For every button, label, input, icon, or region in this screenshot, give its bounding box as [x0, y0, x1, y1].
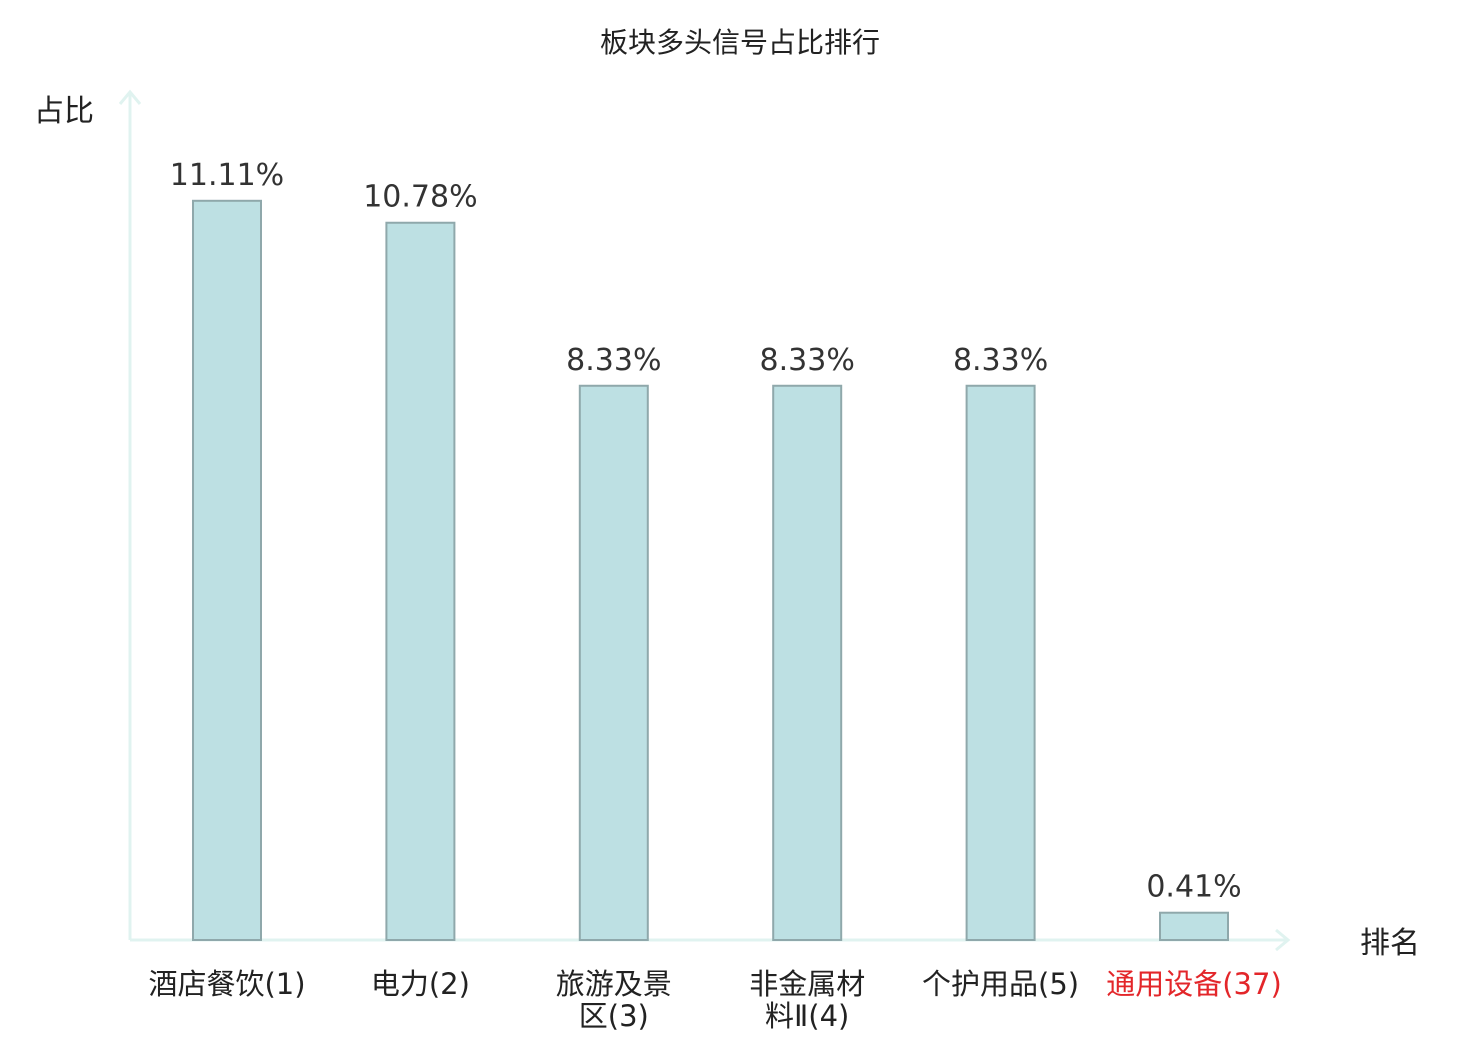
- tick-label-0: 酒店餐饮(1): [148, 967, 305, 1001]
- bar-2: [578, 384, 649, 942]
- tick-label-line: 料Ⅱ(4): [765, 999, 849, 1033]
- tick-label-line: 非金属材: [749, 967, 865, 1001]
- bar-4: [965, 384, 1036, 942]
- chart-title: 板块多头信号占比排行: [600, 26, 880, 59]
- tick-label-4: 个护用品(5): [922, 967, 1079, 1001]
- bar-3: [772, 384, 843, 942]
- y-axis-label: 占比: [34, 94, 94, 129]
- tick-label-line: 个护用品(5): [922, 967, 1079, 1001]
- tick-label-5: 通用设备(37): [1106, 967, 1282, 1001]
- value-labels-group: 11.11% 10.78% 8.33% 8.33% 8.33% 0.41%: [170, 158, 1242, 905]
- tick-label-line: 通用设备(37): [1106, 967, 1282, 1001]
- bar-5: [1159, 911, 1229, 941]
- tick-label-2: 旅游及景区(3): [556, 967, 672, 1033]
- value-label-4: 8.33%: [953, 343, 1048, 378]
- bar-0: [192, 199, 262, 942]
- tick-label-line: 旅游及景: [556, 967, 672, 1001]
- tick-label-3: 非金属材料Ⅱ(4): [749, 967, 865, 1033]
- bars-group: [192, 199, 1229, 942]
- value-label-2: 8.33%: [566, 343, 661, 378]
- value-label-5: 0.41%: [1146, 870, 1241, 905]
- bar-1: [385, 221, 456, 941]
- tick-labels-group: 酒店餐饮(1) 电力(2) 旅游及景区(3) 非金属材料Ⅱ(4) 个护用品(5) 通用设备…: [148, 967, 1281, 1033]
- tick-label-line: 区(3): [579, 999, 649, 1033]
- tick-label-line: 电力(2): [371, 967, 470, 1001]
- value-label-0: 11.11%: [170, 158, 284, 193]
- tick-label-line: 酒店餐饮(1): [148, 967, 305, 1001]
- tick-label-1: 电力(2): [371, 967, 470, 1001]
- value-label-3: 8.33%: [760, 343, 855, 378]
- x-axis-arrow: [1275, 928, 1291, 952]
- y-axis-arrow: [118, 89, 142, 105]
- value-label-1: 10.78%: [363, 180, 477, 215]
- x-axis-label: 排名: [1360, 926, 1420, 961]
